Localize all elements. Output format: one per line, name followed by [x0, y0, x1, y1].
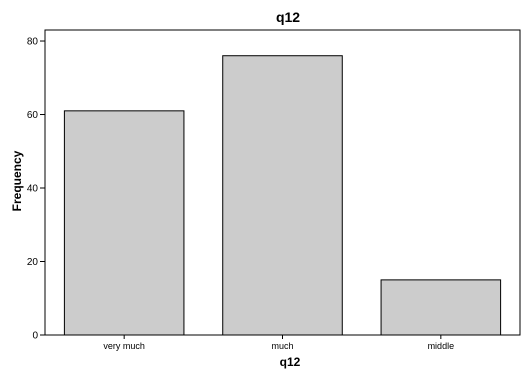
x-tick-label: very much: [103, 341, 145, 351]
x-axis-title: q12: [280, 355, 301, 369]
x-tick-label: much: [271, 341, 293, 351]
x-tick-label: middle: [428, 341, 455, 351]
bar: [63, 110, 185, 336]
y-tick-label: 80: [27, 37, 39, 48]
y-tick-label: 40: [27, 184, 39, 195]
y-tick-label: 60: [27, 110, 39, 121]
y-tick-label: 20: [27, 257, 39, 268]
y-axis-ticks: 0 20 40 60 80: [27, 37, 45, 342]
x-axis-ticks: very much much middle: [103, 335, 454, 351]
bar: [380, 279, 502, 336]
y-axis-title: Frequency: [10, 150, 24, 211]
chart-title: q12: [276, 9, 300, 25]
bars-group: [63, 55, 502, 336]
bar: [222, 55, 343, 336]
y-tick-label: 0: [32, 331, 38, 342]
